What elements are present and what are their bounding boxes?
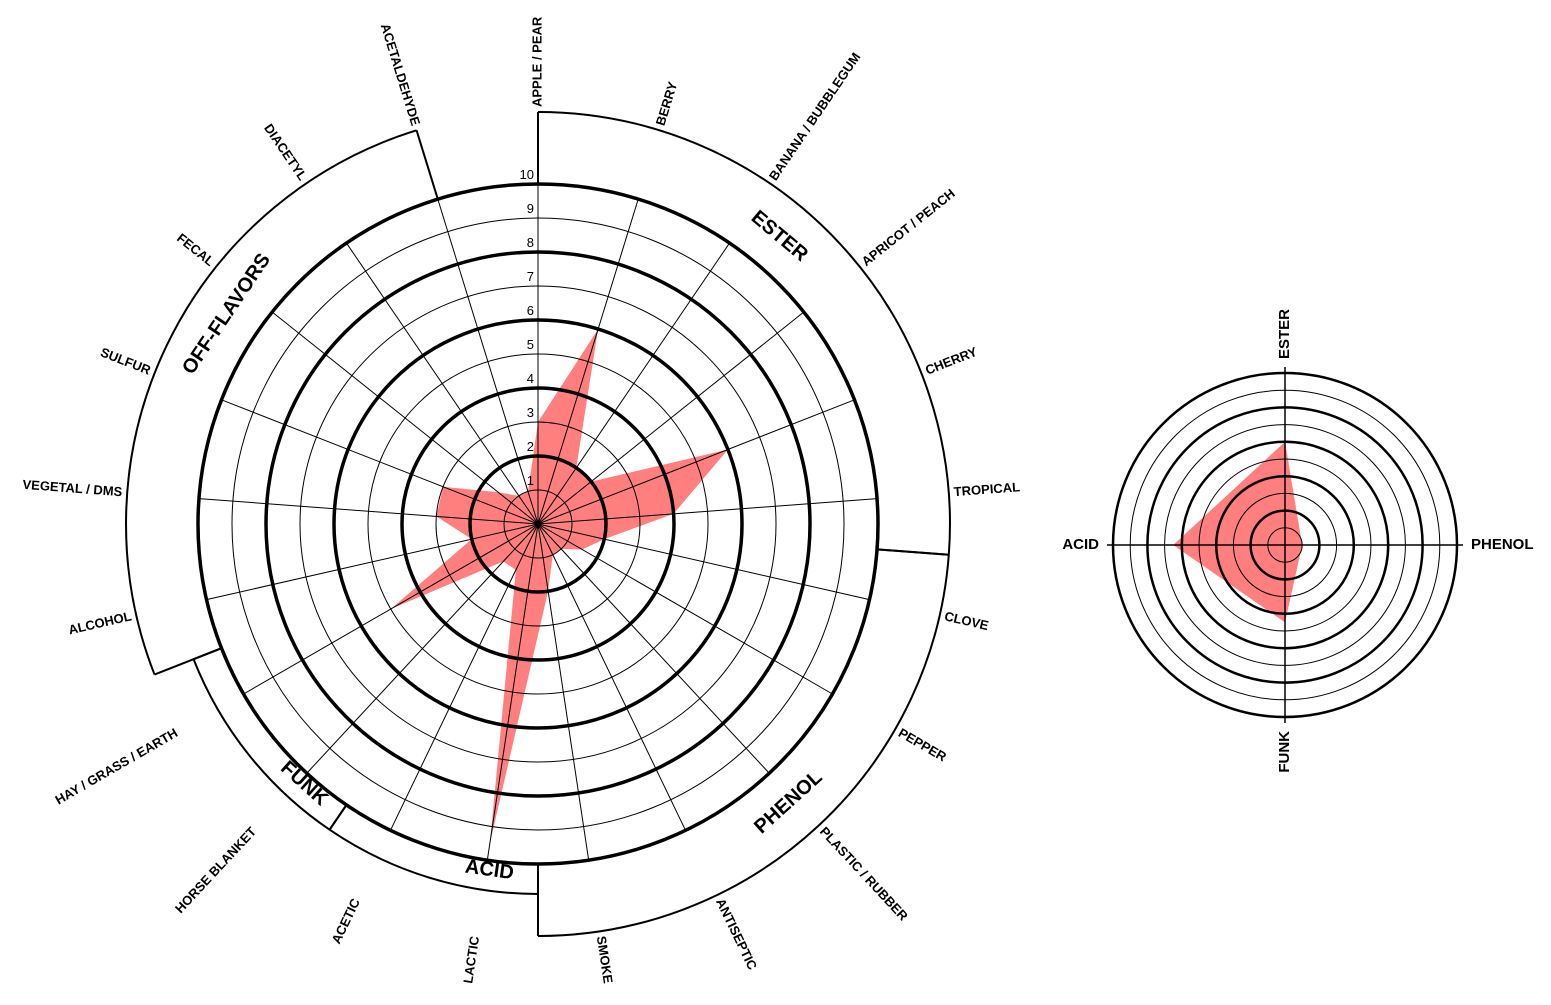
spoke-4	[537, 311, 805, 525]
spoke-15	[243, 523, 539, 695]
axis-label: ACETIC	[328, 895, 363, 946]
spoke-5	[537, 399, 855, 525]
axis-label: ANTISEPTIC	[713, 896, 760, 973]
tick-label: 10	[520, 167, 534, 182]
mini-axis-label: ESTER	[1276, 309, 1293, 359]
axis-label: FECAL	[174, 230, 217, 269]
axis-label: SULFUR	[98, 344, 153, 377]
spoke-17	[198, 498, 539, 525]
axis-label: ACETALDEHYDE	[378, 22, 424, 128]
group-arc-off-flavors	[125, 129, 417, 675]
axis-label: PEPPER	[896, 725, 950, 765]
spoke-18	[221, 399, 539, 525]
spoke-8	[537, 523, 833, 695]
spoke-14	[306, 523, 539, 774]
axis-label: HORSE BLANKET	[172, 824, 259, 916]
group-label: ESTER	[747, 206, 813, 266]
group-arc-funk	[192, 658, 331, 831]
group-boundary-phenol-0	[876, 548, 949, 556]
mini-axis-label: FUNK	[1276, 731, 1293, 773]
group-arc-ester	[537, 111, 951, 555]
mini-axis-label: ACID	[1062, 536, 1099, 553]
axis-label: APPLE / PEAR	[529, 16, 544, 107]
spoke-13	[390, 523, 539, 831]
data-polygon	[390, 329, 728, 844]
group-boundary-off-flavors-1	[415, 130, 439, 200]
axis-label: TROPICAL	[953, 479, 1020, 499]
axis-label: DIACETYL	[261, 121, 310, 183]
tick-label: 1	[527, 473, 534, 488]
group-label: FUNK	[276, 757, 332, 811]
tick-label: 9	[527, 201, 534, 216]
group-arc-phenol	[537, 554, 950, 937]
axis-label: APRICOT / PEACH	[859, 186, 958, 269]
mini-radar: ESTER PHENOL FUNK ACID	[1062, 309, 1533, 773]
spoke-7	[537, 523, 870, 601]
tick-label: 3	[527, 405, 534, 420]
tick-label: 7	[527, 269, 534, 284]
main-radar: 1 2 3 4 5 6 7 8 9 10 APPLE / PEAR BERRY BANANA / BUB…	[22, 16, 1021, 985]
tick-label: 6	[527, 303, 534, 318]
axis-label: PLASTIC / RUBBER	[817, 824, 911, 924]
axis-label: CHERRY	[923, 344, 979, 378]
axis-label: BERRY	[653, 80, 681, 128]
spoke-12	[486, 523, 539, 861]
spoke-20	[346, 242, 539, 525]
spoke-16	[206, 523, 539, 601]
axis-label: BANANA / BUBBLEGUM	[766, 50, 864, 183]
spoke-6	[537, 498, 878, 525]
spoke-2	[537, 198, 639, 525]
spoke-11	[537, 523, 590, 861]
group-arc-acid	[329, 828, 539, 895]
group-boundary-off-flavors-0	[154, 647, 222, 676]
axis-label: HAY / GRASS / EARTH	[52, 725, 180, 807]
spoke-19	[271, 311, 539, 525]
mini-axis-label: PHENOL	[1471, 536, 1534, 553]
axis-label: VEGETAL / DMS	[22, 477, 123, 499]
group-boundary-funk-0	[328, 804, 348, 831]
spoke-21	[437, 198, 539, 525]
tick-label: 5	[527, 337, 534, 352]
group-label: ACID	[464, 856, 515, 885]
axis-label: CLOVE	[943, 608, 990, 633]
axis-label: LACTIC	[460, 934, 482, 984]
axis-label: ALCOHOL	[67, 608, 133, 637]
spoke-10	[537, 523, 686, 831]
tick-label: 2	[527, 439, 534, 454]
tick-label: 4	[527, 371, 534, 386]
spoke-9	[537, 523, 770, 774]
group-label: OFF-FLAVORS	[178, 249, 275, 378]
spoke-3	[537, 242, 730, 525]
tick-label: 8	[527, 235, 534, 250]
axis-label: SMOKE	[594, 935, 616, 985]
